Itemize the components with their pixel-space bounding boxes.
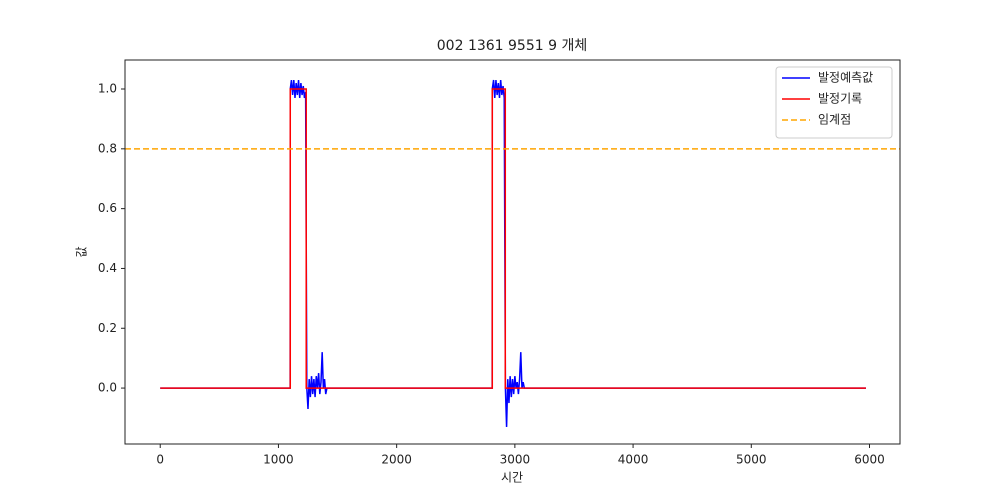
y-tick-label: 0.8 bbox=[98, 141, 117, 155]
series-line bbox=[160, 79, 866, 427]
legend-label: 발정예측값 bbox=[818, 71, 873, 85]
x-tick-label: 4000 bbox=[618, 453, 649, 467]
x-tick-label: 5000 bbox=[736, 453, 767, 467]
series-line bbox=[160, 88, 866, 389]
chart-title: 002 1361 9551 9 개체 bbox=[437, 38, 587, 54]
x-tick-label: 2000 bbox=[381, 453, 412, 467]
plot-frame bbox=[124, 59, 901, 445]
x-tick-label: 6000 bbox=[854, 453, 885, 467]
x-tick-label: 0 bbox=[156, 453, 164, 467]
legend-label: 발정기록 bbox=[818, 92, 862, 106]
y-axis-label: 값 bbox=[75, 246, 89, 257]
x-tick-label: 3000 bbox=[500, 453, 531, 467]
y-tick-label: 0.2 bbox=[98, 321, 117, 335]
x-tick-label: 1000 bbox=[263, 453, 294, 467]
y-tick-label: 0.0 bbox=[98, 381, 117, 395]
legend-label: 임계점 bbox=[818, 113, 851, 127]
y-tick-label: 0.4 bbox=[98, 261, 117, 275]
y-tick-label: 1.0 bbox=[98, 82, 117, 96]
x-axis-label: 시간 bbox=[501, 471, 523, 485]
y-tick-label: 0.6 bbox=[98, 201, 117, 215]
